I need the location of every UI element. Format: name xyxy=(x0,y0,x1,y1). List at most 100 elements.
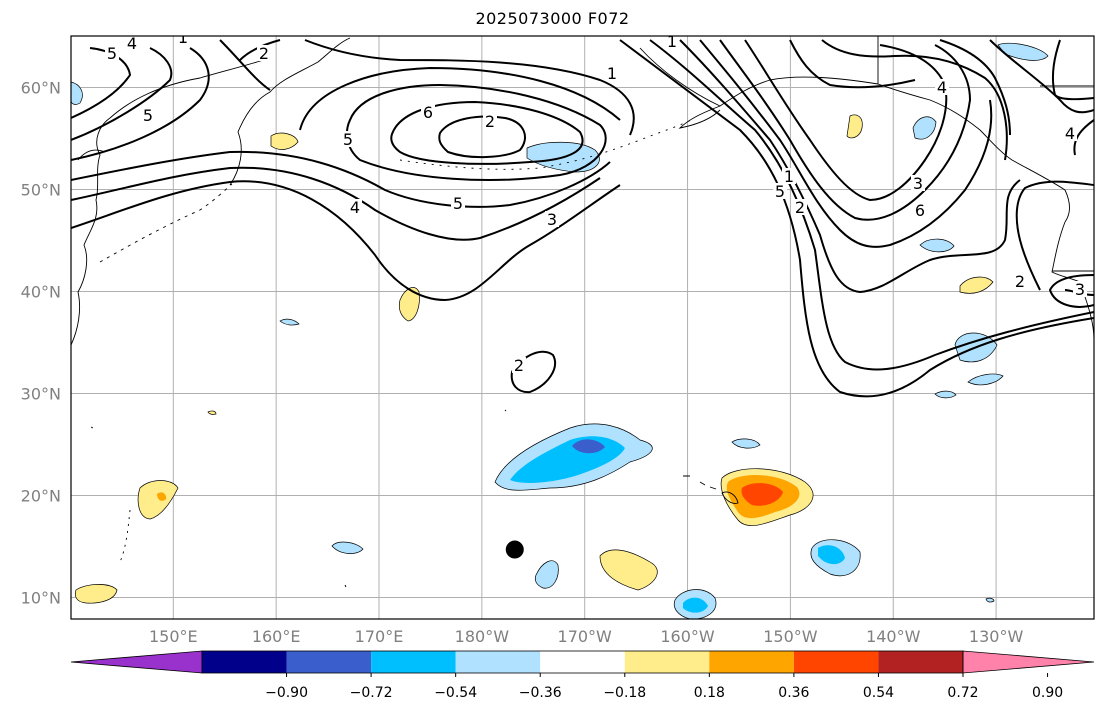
contour xyxy=(744,39,948,202)
contour-label: 1 xyxy=(667,32,677,51)
contour xyxy=(71,166,601,241)
contour-label: 5 xyxy=(107,44,117,63)
contour-label-bg xyxy=(421,104,435,120)
contour xyxy=(1073,119,1094,156)
contour-label: 2 xyxy=(1015,272,1025,291)
colorbar-extend-low xyxy=(70,650,203,674)
alaska-peninsula xyxy=(678,105,721,129)
contour-label: 4 xyxy=(937,78,947,97)
positive-anomaly-shading xyxy=(74,114,994,604)
contour-label: 5 xyxy=(775,182,785,201)
map-frame xyxy=(70,35,1095,620)
bc-coastline xyxy=(1051,221,1094,341)
contour xyxy=(71,47,210,161)
contour-label-bg xyxy=(773,183,787,199)
map-background xyxy=(71,36,1094,619)
colorbar-segment xyxy=(286,651,372,673)
contour-label: 5 xyxy=(453,194,463,213)
contour-label: 6 xyxy=(423,103,433,122)
latitude-label: 50°N xyxy=(21,181,61,200)
contour xyxy=(510,350,556,394)
contour xyxy=(438,115,526,159)
contour-label-bg xyxy=(341,131,355,147)
contour xyxy=(71,180,621,302)
anomaly-blob xyxy=(572,439,605,454)
latitude-label: 10°N xyxy=(21,589,61,608)
longitude-label: 160°E xyxy=(252,627,301,646)
contour-label-bg xyxy=(483,113,497,129)
alaska-coastline xyxy=(639,47,1070,223)
contour xyxy=(821,39,1008,161)
latitude-label: 20°N xyxy=(21,487,61,506)
contour xyxy=(679,39,1021,294)
contour xyxy=(719,39,972,221)
anomaly-blob xyxy=(331,541,364,554)
anomaly-blob xyxy=(934,390,957,399)
longitude-label: 170°W xyxy=(558,627,613,646)
small-island xyxy=(504,409,507,412)
contour-label: 4 xyxy=(127,34,137,53)
contour xyxy=(989,39,1094,114)
longitude-label: 150°W xyxy=(763,627,818,646)
contour-label-bg xyxy=(105,45,119,61)
contour xyxy=(390,100,584,165)
anomaly-blob xyxy=(74,584,118,604)
contour-label-bg xyxy=(176,36,190,45)
contour-label: 3 xyxy=(547,210,557,229)
contour xyxy=(1048,274,1094,308)
anomaly-blob xyxy=(398,287,420,322)
contour-label-bg xyxy=(1063,125,1077,141)
colorbar-tick-label: −0.90 xyxy=(265,685,308,701)
colorbar-segment xyxy=(455,651,541,673)
contour-label: 5 xyxy=(143,106,153,125)
longitude-label: 130°W xyxy=(969,627,1024,646)
anomaly-blob xyxy=(270,132,299,150)
contour xyxy=(1015,180,1094,291)
contour-labels: 546525624532111523642341 xyxy=(105,28,1087,375)
longitude-label: 150°E xyxy=(149,627,198,646)
anomaly-blob xyxy=(985,597,995,603)
contour-label: 6 xyxy=(915,201,925,220)
colorbar-tick-label: −0.72 xyxy=(350,685,393,701)
contour-label-bg xyxy=(782,168,796,184)
contour-label: 1 xyxy=(784,167,794,186)
anomaly-blob xyxy=(683,597,708,613)
longitude-label: 170°E xyxy=(355,627,404,646)
contour xyxy=(71,150,611,208)
colorbar-extend-high xyxy=(962,650,1095,674)
colorbar-segment xyxy=(793,651,879,673)
contour xyxy=(219,39,271,91)
longitude-label: 140°W xyxy=(866,627,921,646)
contour-label: 2 xyxy=(485,112,495,131)
contour-label: 4 xyxy=(350,198,360,217)
contour xyxy=(939,39,1011,136)
hawaii-islands xyxy=(683,475,739,504)
colorbar-tick-label: 0.90 xyxy=(1032,685,1063,701)
latitude-label: 60°N xyxy=(21,79,61,98)
contour-label-bg xyxy=(257,45,271,61)
contour-label-bg xyxy=(348,199,362,215)
contour-label: 4 xyxy=(1065,124,1075,143)
longitude-label: 160°W xyxy=(660,627,715,646)
anomaly-blob xyxy=(731,438,761,449)
latitude-labels: 60°N 50°N 40°N 30°N 20°N 10°N xyxy=(21,79,61,608)
small-island xyxy=(90,426,94,429)
colorbar-tick-label: 0.72 xyxy=(947,685,978,701)
contour-label: 1 xyxy=(178,28,188,47)
contour xyxy=(346,83,607,181)
colorbar-tick-label: 0.18 xyxy=(694,685,725,701)
contour xyxy=(649,39,1094,371)
contour-label-bg xyxy=(911,175,925,191)
longitude-label: 180°W xyxy=(455,627,510,646)
contour-label-bg xyxy=(665,36,679,49)
anomaly-blob xyxy=(599,549,658,591)
colorbar: −0.90 −0.72 −0.54 −0.36 −0.18 0.18 0.36 0.54 0.7… xyxy=(70,650,1095,701)
anomaly-blob xyxy=(846,114,863,139)
aleutian-chain xyxy=(399,117,696,170)
contour-label-bg xyxy=(1073,281,1087,297)
anomaly-blob xyxy=(959,276,994,294)
black-dot-marker xyxy=(505,540,524,559)
colorbar-segment xyxy=(540,651,625,673)
colorbar-segment xyxy=(371,651,456,673)
anomaly-blob xyxy=(912,116,937,140)
